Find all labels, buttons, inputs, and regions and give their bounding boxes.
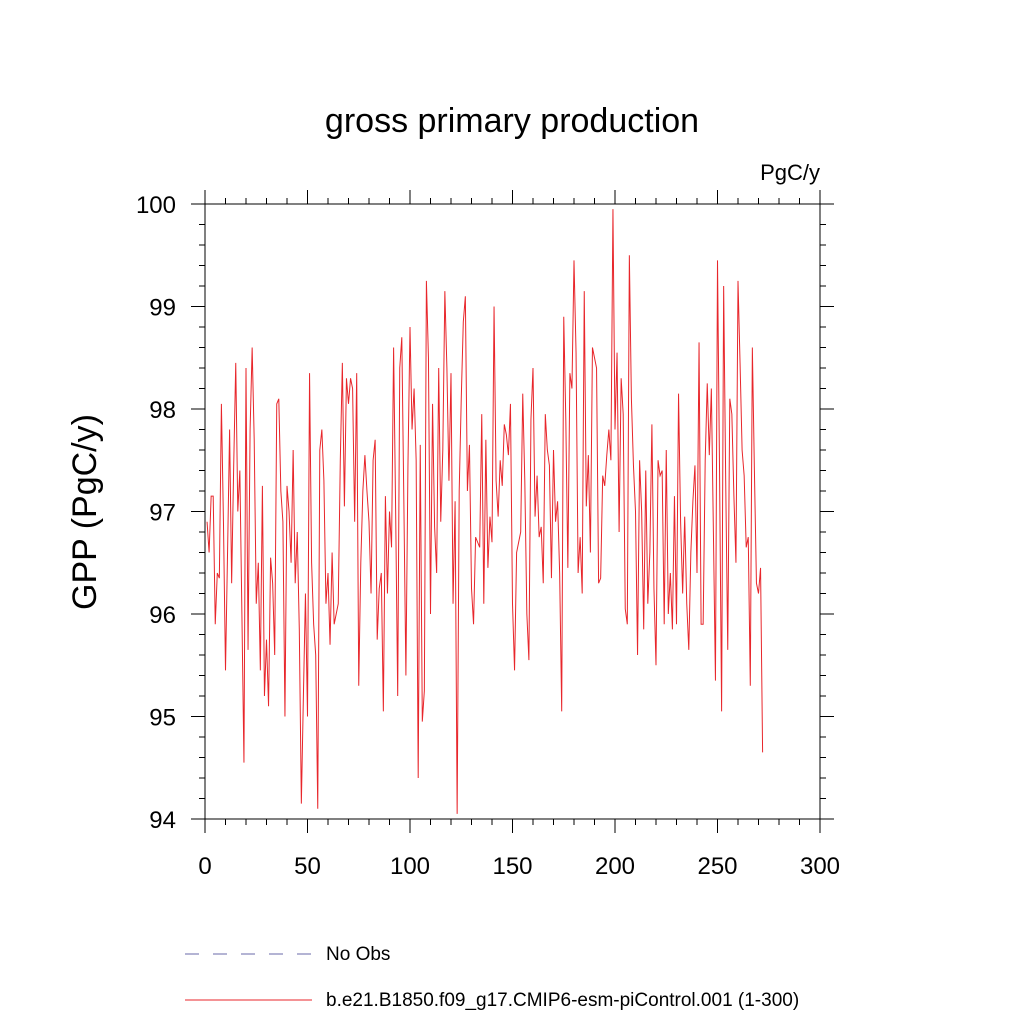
legend: No Obs b.e21.B1850.f09_g17.CMIP6-esm-piC…	[185, 944, 799, 1011]
y-tick-label: 99	[149, 295, 176, 322]
series-line	[206, 209, 764, 814]
x-tick-label: 0	[198, 853, 211, 880]
x-tick-label: 250	[697, 853, 737, 880]
plot-frame	[204, 203, 821, 820]
x-tick-label: 100	[390, 853, 430, 880]
legend-label-model-run: b.e21.B1850.f09_g17.CMIP6-esm-piControl.…	[326, 990, 799, 1011]
y-axis-tick-labels: 94 95 96 97 98 99 100	[136, 192, 176, 834]
y-tick-label: 96	[149, 602, 176, 629]
y-tick-label: 95	[149, 705, 176, 732]
y-tick-label: 94	[149, 807, 176, 834]
chart-title: gross primary production	[325, 102, 699, 140]
x-axis-ticks	[204, 190, 821, 833]
x-tick-label: 150	[492, 853, 532, 880]
x-tick-label: 200	[595, 853, 635, 880]
y-axis-ticks	[191, 203, 834, 820]
y-tick-label: 98	[149, 397, 176, 424]
x-tick-label: 50	[294, 853, 321, 880]
x-tick-label: 300	[800, 853, 840, 880]
x-axis-tick-labels: 0 50 100 150 200 250 300	[198, 853, 840, 880]
y-tick-label: 97	[149, 500, 176, 527]
y-axis-label: GPP (PgC/y)	[66, 414, 104, 610]
legend-label-no-obs: No Obs	[326, 944, 390, 965]
series-group	[206, 209, 764, 814]
y-tick-label: 100	[136, 192, 176, 219]
units-label: PgC/y	[760, 160, 820, 185]
